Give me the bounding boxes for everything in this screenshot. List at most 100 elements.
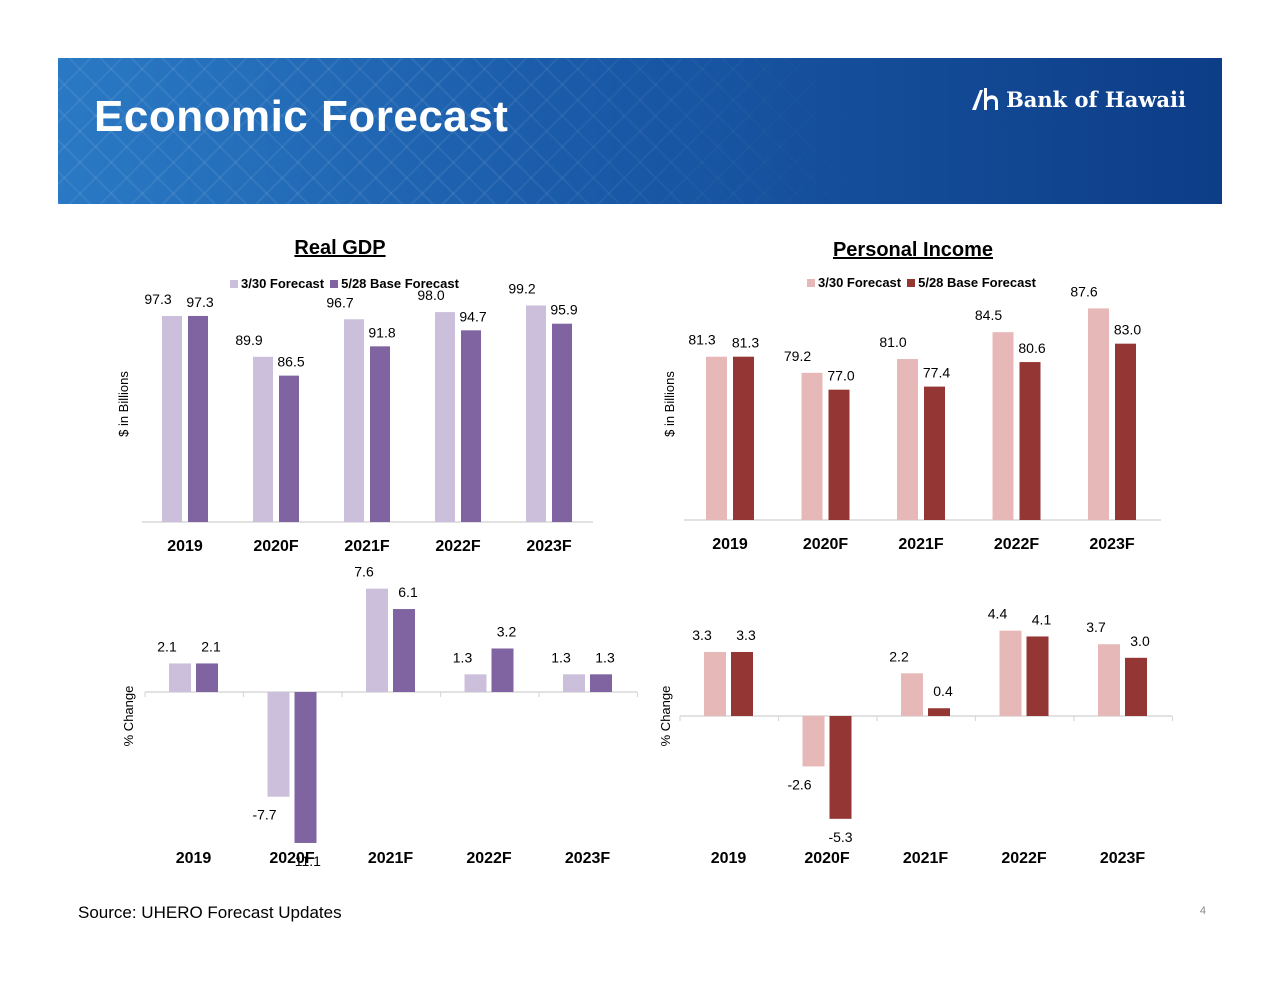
- gdp-legend-swatch-528: [330, 279, 339, 288]
- pi-level-bar-528-2021F: [924, 386, 945, 520]
- pi-change-value-label: -5.3: [828, 829, 852, 845]
- pi-change-value-label: 2.2: [889, 648, 909, 664]
- pi-level-value-label: 79.2: [784, 348, 811, 364]
- pi-level-value-label: 87.6: [1070, 283, 1097, 299]
- pi-change-bar-528-2020F: [829, 716, 852, 819]
- pi-level-category-label: 2021F: [898, 536, 944, 553]
- gdp-change-value-label: 1.3: [453, 649, 473, 665]
- pi-level-bar-528-2023F: [1115, 343, 1136, 520]
- gdp-level-bar-528-2021F: [370, 346, 390, 522]
- gdp-legend-item-330: 3/30 Forecast: [230, 276, 324, 291]
- pi-change-bar-528-2019: [731, 651, 753, 716]
- bank-logo: Bank of Hawaii: [970, 86, 1186, 112]
- pi-level-value-label: 80.6: [1018, 340, 1045, 356]
- pi-level-category-label: 2020F: [803, 536, 849, 553]
- pi-change-value-label: 3.3: [692, 627, 712, 643]
- pi-level-bar-528-2019: [733, 356, 754, 520]
- pi-level-value-label: 77.0: [827, 368, 854, 384]
- pi-change-value-label: 4.4: [988, 606, 1008, 622]
- gdp-chart-title: Real GDP: [294, 237, 386, 259]
- gdp-level-bar-528-2022F: [461, 330, 481, 522]
- pi-level-y-axis-label: $ in Billions: [662, 371, 677, 437]
- gdp-level-value-label: 96.7: [326, 294, 353, 310]
- gdp-level-category-label: 2021F: [344, 538, 390, 555]
- pi-level-category-label: 2023F: [1089, 536, 1135, 553]
- gdp-change-bar-330-2023F: [563, 674, 585, 692]
- pi-change-category-label: 2022F: [1001, 850, 1047, 867]
- gdp-change-bar-330-2022F: [464, 674, 487, 692]
- pi-legend-swatch-330: [807, 278, 815, 287]
- gdp-level-bar-528-2020F: [279, 375, 299, 522]
- gdp-change-value-label: 6.1: [398, 584, 418, 600]
- pi-change-bar-330-2021F: [901, 673, 923, 716]
- gdp-level-value-label: 91.8: [368, 324, 395, 340]
- gdp-change-bar-528-2023F: [590, 674, 612, 692]
- bank-logo-icon: [972, 88, 999, 110]
- gdp-change-value-label: 7.6: [354, 564, 374, 580]
- pi-change-bar-330-2020F: [802, 716, 825, 767]
- gdp-level-category-label: 2023F: [526, 538, 572, 555]
- bank-logo-text: Bank of Hawaii: [1006, 86, 1186, 112]
- pi-change-value-label: 0.4: [933, 683, 953, 699]
- gdp-change-bar-528-2021F: [393, 609, 415, 692]
- gdp-change-category-label: 2020F: [269, 850, 315, 867]
- gdp-legend: 3/30 Forecast 5/28 Base Forecast: [230, 276, 465, 291]
- gdp-change-value-label: 2.1: [201, 638, 221, 654]
- pi-legend-swatch-528: [907, 278, 916, 287]
- gdp-level-bar-330-2023F: [526, 305, 546, 522]
- gdp-change-value-label: -7.7: [252, 807, 276, 823]
- pi-change-value-label: 3.3: [736, 627, 756, 643]
- gdp-level-bar-528-2023F: [552, 323, 572, 522]
- gdp-change-bar-330-2020F: [267, 692, 290, 797]
- gdp-change-value-label: -11.1: [290, 853, 321, 869]
- gdp-level-value-label: 94.7: [459, 308, 486, 324]
- pi-change-category-label: 2021F: [903, 850, 949, 867]
- pi-change-y-axis-label: % Change: [658, 686, 673, 747]
- pi-level-bar-330-2023F: [1088, 308, 1109, 520]
- pi-level-bar-330-2019: [706, 356, 727, 520]
- pi-legend-label-330: 3/30 Forecast: [818, 275, 902, 290]
- pi-level-bar-330-2020F: [801, 372, 823, 520]
- gdp-level-bar-330-2021F: [344, 319, 364, 522]
- gdp-change-category-label: 2021F: [368, 850, 414, 867]
- gdp-change-y-axis-label: % Change: [121, 686, 136, 747]
- gdp-level-bar-330-2022F: [435, 312, 455, 522]
- gdp-level-category-label: 2019: [167, 538, 203, 555]
- header-banner: Economic Forecast Bank of Hawaii: [58, 58, 1222, 204]
- gdp-change-value-label: 2.1: [157, 638, 177, 654]
- pi-legend-item-330: 3/30 Forecast: [807, 275, 901, 290]
- gdp-change-bar-528-2020F: [294, 692, 317, 843]
- pi-level-bar-330-2021F: [897, 359, 918, 520]
- pi-level-value-label: 81.0: [879, 334, 906, 350]
- gdp-change-category-label: 2019: [176, 850, 212, 867]
- gdp-level-value-label: 98.0: [417, 287, 444, 303]
- gdp-level-value-label: 86.5: [277, 354, 304, 370]
- gdp-change-bar-330-2019: [169, 663, 191, 692]
- gdp-legend-swatch-330: [230, 279, 238, 288]
- gdp-level-bar-528-2019: [188, 315, 208, 522]
- pi-change-value-label: -2.6: [787, 776, 811, 792]
- gdp-level-category-label: 2020F: [253, 538, 299, 555]
- pi-level-value-label: 77.4: [923, 365, 950, 381]
- gdp-level-y-axis-label: $ in Billions: [116, 371, 131, 437]
- gdp-legend-label-528: 5/28 Base Forecast: [341, 276, 459, 291]
- pi-chart-title: Personal Income: [832, 239, 994, 261]
- gdp-level-value-label: 99.2: [508, 280, 535, 296]
- pi-change-bar-330-2023F: [1098, 644, 1120, 716]
- gdp-change-value-label: 1.3: [551, 649, 571, 665]
- gdp-change-bar-330-2021F: [366, 588, 388, 692]
- gdp-change-category-label: 2023F: [565, 850, 611, 867]
- gdp-level-value-label: 97.3: [186, 294, 213, 310]
- gdp-level-value-label: 95.9: [550, 302, 577, 318]
- pi-level-value-label: 84.5: [975, 307, 1002, 323]
- pi-legend-item-528: 5/28 Base Forecast: [907, 275, 1036, 290]
- gdp-level-value-label: 89.9: [235, 332, 262, 348]
- pi-level-value-label: 83.0: [1114, 322, 1141, 338]
- pi-level-category-label: 2019: [712, 536, 748, 553]
- pi-change-category-label: 2020F: [804, 850, 850, 867]
- pi-level-value-label: 81.3: [688, 332, 715, 348]
- pi-level-category-label: 2022F: [994, 536, 1040, 553]
- gdp-change-bar-528-2022F: [491, 648, 514, 692]
- pi-legend: 3/30 Forecast 5/28 Base Forecast: [807, 275, 1042, 290]
